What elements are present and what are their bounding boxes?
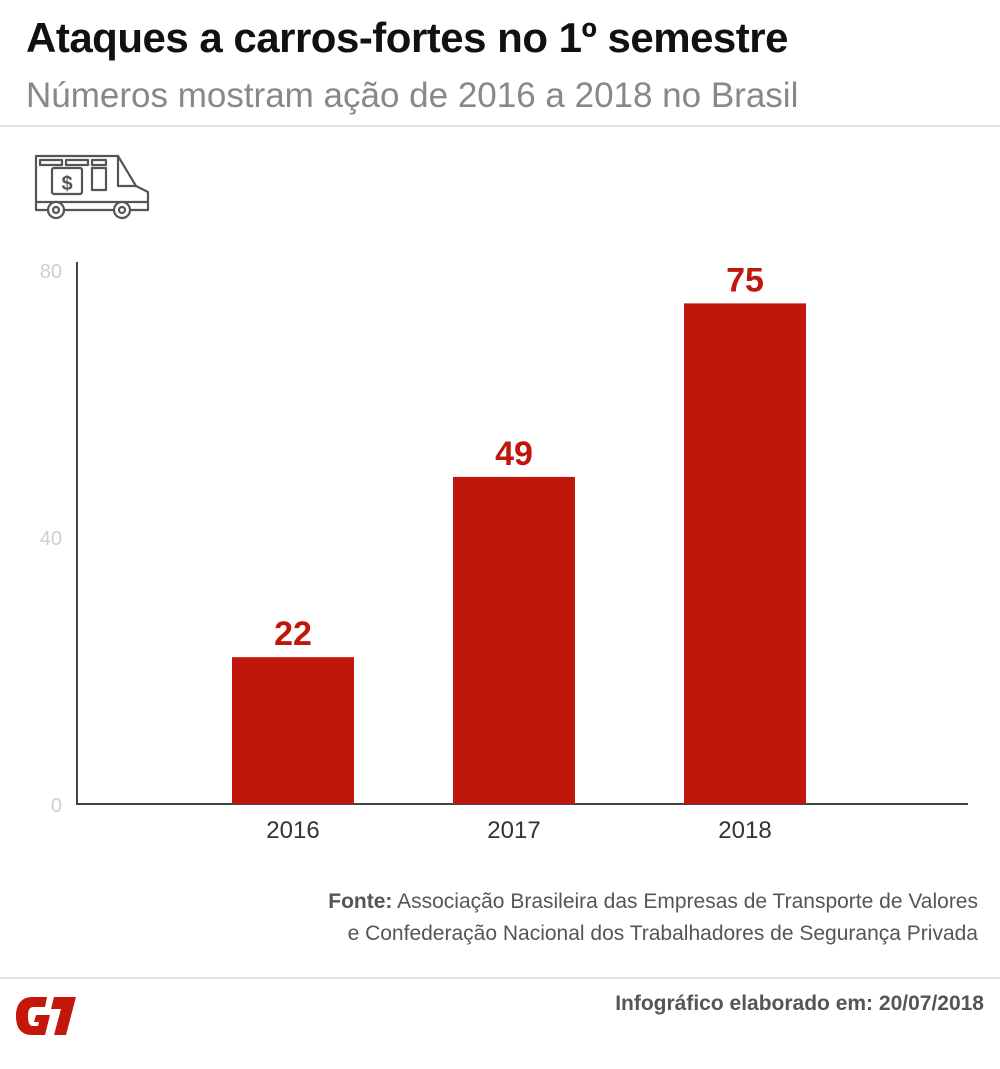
source-line-1: Associação Brasileira das Empresas de Tr… — [397, 890, 978, 913]
chart-subtitle: Números mostram ação de 2016 a 2018 no B… — [26, 76, 799, 115]
armored-van-icon: $ — [34, 154, 150, 220]
source-note: Fonte: Associação Brasileira das Empresa… — [78, 886, 978, 950]
data-label: 75 — [726, 261, 764, 299]
source-line-2: e Confederação Nacional dos Trabalhadore… — [347, 922, 978, 945]
bar-2017 — [453, 476, 575, 804]
y-tick-label: 80 — [40, 261, 62, 283]
svg-text:$: $ — [61, 173, 72, 195]
x-tick-label: 2016 — [266, 817, 319, 844]
infographic-date: Infográfico elaborado em: 20/07/2018 — [615, 992, 984, 1015]
data-label: 22 — [274, 615, 312, 653]
x-tick-label: 2018 — [718, 817, 771, 844]
footer-divider — [0, 977, 1000, 979]
g1-logo — [16, 997, 76, 1035]
bar-2016 — [232, 657, 354, 804]
y-tick-label: 40 — [40, 528, 62, 550]
x-tick-label: 2017 — [487, 817, 540, 844]
y-tick-label: 0 — [51, 795, 62, 817]
chart-title: Ataques a carros-fortes no 1º semestre — [26, 14, 788, 61]
bar-chart: 0 40 80 22 49 75 2016 2017 2018 — [40, 261, 968, 844]
source-label: Fonte: — [328, 890, 393, 913]
data-label: 49 — [495, 435, 533, 473]
header-divider — [0, 125, 1000, 127]
bar-2018 — [684, 303, 806, 804]
